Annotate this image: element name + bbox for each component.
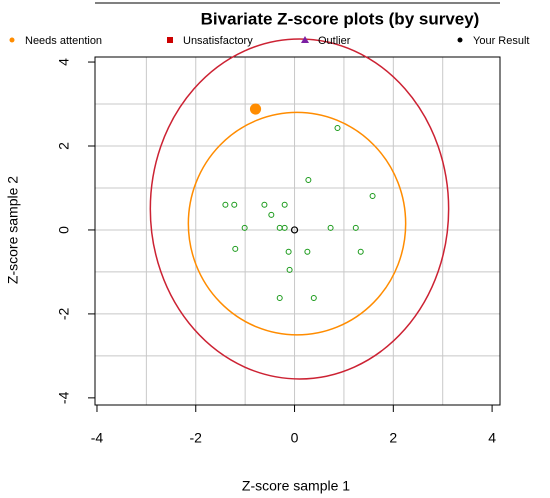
- point: [268, 211, 275, 218]
- point: [222, 201, 229, 208]
- point: [327, 224, 334, 231]
- point: [261, 201, 268, 208]
- contour: [149, 38, 450, 380]
- point: [285, 248, 292, 255]
- legend-marker: [9, 37, 15, 43]
- point: [281, 224, 288, 231]
- legend-marker: [167, 37, 173, 43]
- point: [232, 245, 239, 252]
- y-tick-label: -4: [56, 391, 72, 404]
- y-tick-label: 2: [56, 142, 72, 150]
- x-axis-label: Z-score sample 1: [242, 478, 350, 494]
- x-tick-label: 0: [291, 430, 299, 446]
- point: [249, 103, 262, 115]
- point: [310, 294, 317, 301]
- point: [290, 226, 299, 234]
- x-tick-label: -2: [190, 430, 203, 446]
- legend-marker: [457, 37, 463, 43]
- point: [304, 248, 311, 255]
- point: [305, 176, 312, 183]
- legend-marker: [301, 36, 309, 43]
- legend-label: Your Result: [473, 35, 529, 47]
- legend-label: Unsatisfactory: [183, 35, 253, 47]
- plot-box: [94, 56, 501, 406]
- x-tick-label: -4: [91, 430, 104, 446]
- point: [241, 224, 248, 231]
- x-tick-label: 2: [389, 430, 397, 446]
- point: [276, 294, 283, 301]
- point: [357, 248, 364, 255]
- point: [231, 201, 238, 208]
- legend-label: Outlier: [318, 35, 351, 47]
- point: [369, 192, 376, 199]
- y-tick-label: -2: [56, 307, 72, 320]
- contour: [187, 111, 407, 336]
- point: [352, 224, 359, 231]
- point: [334, 124, 341, 131]
- y-tick-label: 4: [56, 58, 72, 66]
- chart-title: Bivariate Z-score plots (by survey): [201, 9, 480, 28]
- point: [286, 266, 293, 273]
- y-tick-label: 0: [56, 226, 72, 234]
- x-tick-label: 4: [488, 430, 496, 446]
- y-axis-label: Z-score sample 2: [5, 176, 21, 284]
- legend-label: Needs attention: [25, 35, 102, 47]
- point: [281, 201, 288, 208]
